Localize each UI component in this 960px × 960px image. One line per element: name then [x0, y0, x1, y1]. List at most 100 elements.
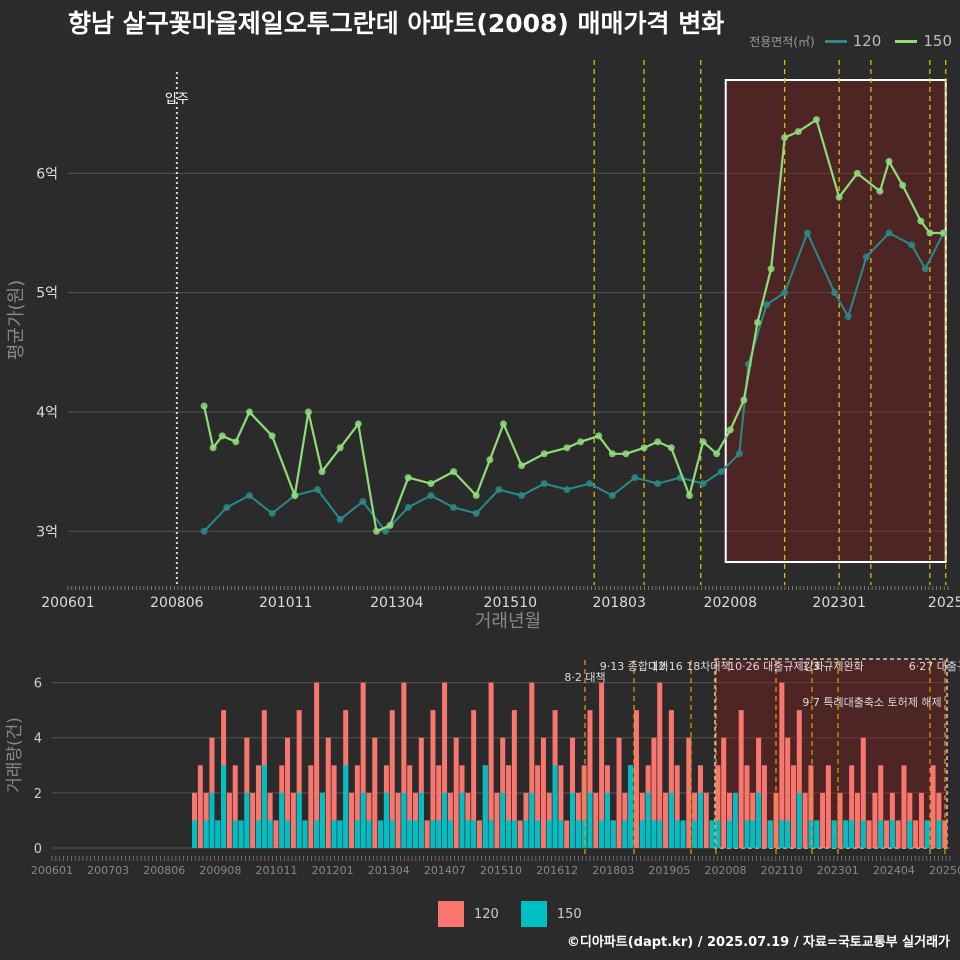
bar-150 [209, 792, 215, 848]
bar-150 [343, 765, 349, 848]
bar-150 [924, 820, 930, 848]
bar-150 [936, 820, 942, 848]
point-120 [223, 503, 231, 511]
bar-120 [790, 765, 796, 848]
bar-120 [564, 820, 570, 848]
y-tick-label: 4억 [36, 405, 58, 421]
point-150 [386, 521, 394, 529]
bar-120 [250, 792, 256, 848]
series-line-120 [203, 230, 945, 533]
bar-120 [773, 792, 779, 848]
volume-x-tick-label: 201011 [256, 864, 298, 877]
bar-150 [599, 820, 605, 848]
point-150 [595, 432, 603, 440]
bar-120 [430, 710, 436, 848]
bar-150 [645, 792, 651, 848]
point-120 [586, 480, 594, 488]
x-axis-label: 거래년월 [475, 611, 541, 632]
bar-150 [535, 820, 541, 848]
bar-120 [820, 792, 826, 848]
point-150 [427, 480, 435, 488]
point-150 [372, 527, 380, 535]
volume-x-tick-label: 200703 [87, 864, 129, 877]
point-150 [608, 450, 616, 458]
bar-150 [232, 820, 238, 848]
point-150 [812, 116, 820, 124]
legend-label-150: 150 [923, 32, 952, 50]
volume-x-tick-label: 201407 [424, 864, 466, 877]
bar-150 [261, 765, 267, 848]
point-150 [899, 181, 907, 189]
bar-120 [424, 820, 430, 848]
point-120 [631, 474, 639, 482]
point-150 [268, 432, 276, 440]
point-120 [450, 503, 458, 511]
point-150 [245, 408, 253, 416]
bar-150 [889, 820, 895, 848]
bar-150 [779, 820, 785, 848]
point-120 [382, 527, 390, 535]
point-120 [427, 492, 435, 500]
bar-120 [349, 792, 355, 848]
bar-120 [511, 710, 517, 848]
x-tick-label: 200806 [150, 595, 204, 611]
volume-x-tick-label: 201905 [648, 864, 690, 877]
bar-150 [366, 820, 372, 848]
point-150 [753, 319, 761, 326]
bar-120 [471, 710, 477, 848]
legend-swatch-150 [895, 39, 918, 43]
bar-150 [750, 820, 756, 848]
point-120 [540, 480, 548, 488]
policy-annotation: 12·16 18차대책 [651, 660, 730, 673]
bar-120 [930, 765, 936, 848]
point-120 [518, 492, 526, 500]
point-150 [450, 468, 458, 476]
point-120 [313, 486, 321, 494]
bar-150 [831, 820, 837, 848]
bar-150 [546, 820, 552, 848]
bar-150 [756, 792, 762, 848]
point-120 [735, 450, 743, 458]
x-tick-label: 201304 [370, 595, 424, 611]
bar-120 [918, 792, 924, 848]
point-150 [667, 444, 675, 452]
point-120 [472, 509, 480, 517]
y-tick-label: 6억 [36, 166, 58, 182]
bar-150 [442, 792, 448, 848]
bar-150 [657, 820, 663, 848]
bar-150 [814, 820, 820, 848]
bar-150 [651, 820, 657, 848]
bar-150 [732, 792, 738, 848]
bar-150 [767, 820, 773, 848]
bar-120 [389, 710, 395, 848]
bar-150 [255, 820, 261, 848]
bar-150 [668, 792, 674, 848]
point-120 [699, 480, 707, 488]
point-120 [781, 289, 789, 297]
bar-150 [331, 820, 337, 848]
point-150 [209, 444, 217, 452]
volume-x-tick-label: 201510 [480, 864, 522, 877]
bar-150 [430, 820, 436, 848]
policy-annotation: 9·13 종합대책 [600, 660, 668, 673]
bar-150 [604, 792, 610, 848]
bar-150 [285, 820, 291, 848]
bar-150 [383, 792, 389, 848]
bar-150 [447, 820, 453, 848]
volume-x-tick-label: 202301 [817, 864, 859, 877]
bar-150 [849, 820, 855, 848]
point-150 [794, 128, 802, 136]
bar-120 [721, 737, 727, 848]
point-150 [472, 492, 480, 500]
point-150 [336, 444, 344, 452]
volume-x-tick-label: 202110 [761, 864, 803, 877]
bar-150 [378, 820, 384, 848]
bar-120 [314, 682, 320, 848]
bar-120 [715, 765, 721, 848]
x-tick-label: 201011 [259, 595, 312, 611]
volume-x-tick-label: 200601 [31, 864, 73, 877]
bar-120 [232, 765, 238, 848]
legend-bottom-label-150: 150 [556, 906, 582, 922]
legend-box-120 [438, 901, 464, 927]
bar-150 [488, 820, 494, 848]
